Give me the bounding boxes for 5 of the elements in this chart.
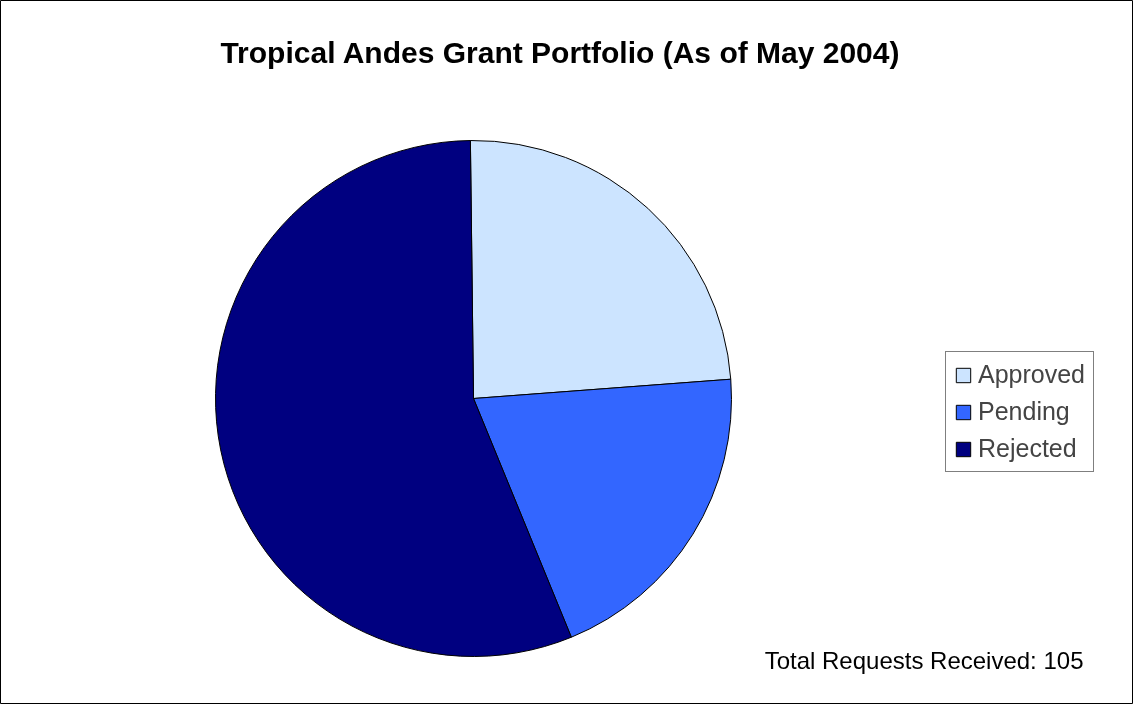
- legend-label: Pending: [978, 397, 1070, 426]
- legend-label: Rejected: [978, 434, 1077, 463]
- legend-label: Approved: [978, 360, 1086, 389]
- chart-title: Tropical Andes Grant Portfolio (As of May 2004): [220, 36, 900, 69]
- text: Total Requests Received: 105: [764, 647, 1084, 674]
